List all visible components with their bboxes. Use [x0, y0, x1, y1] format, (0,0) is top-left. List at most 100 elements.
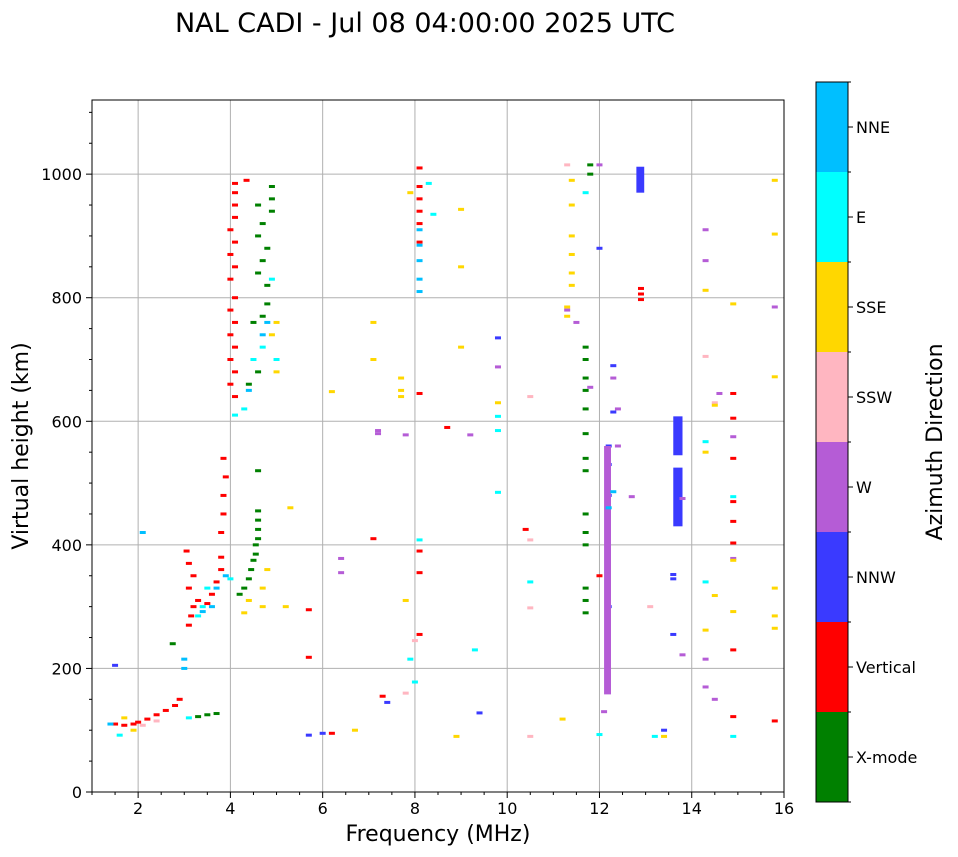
echo-sse [264, 568, 271, 572]
echo-x-mode [259, 259, 266, 263]
echo-w [375, 432, 382, 436]
echo-w [596, 163, 603, 167]
echo-vertical [176, 697, 183, 701]
echo-e [494, 414, 501, 418]
echo-e [527, 580, 534, 584]
echo-x-mode [582, 469, 589, 473]
echo-vertical [232, 296, 239, 300]
echo-sse [702, 628, 709, 632]
echo-x-mode [245, 577, 252, 581]
echo-nne [222, 574, 229, 578]
echo-sse [730, 302, 737, 306]
echo-vertical [328, 731, 335, 735]
echo-nne [199, 610, 206, 614]
data-marks [107, 163, 778, 738]
colorbar-label: X-mode [856, 748, 917, 767]
echo-vertical [637, 292, 644, 296]
y-tick-label: 600 [51, 412, 82, 431]
colorbar-segment-vertical [816, 622, 848, 712]
echo-ssw [527, 606, 534, 610]
echo-vertical [227, 382, 234, 386]
echo-w [730, 435, 737, 439]
echo-nnw [384, 700, 391, 704]
echo-vertical [227, 228, 234, 232]
echo-nnw [610, 410, 617, 414]
echo-nne [416, 277, 423, 281]
echo-vertical [204, 602, 211, 606]
echo-x-mode [582, 512, 589, 516]
echo-sse [273, 370, 280, 374]
echo-vertical [416, 240, 423, 244]
echo-vertical [416, 391, 423, 395]
echo-sse [702, 288, 709, 292]
y-tick-label: 200 [51, 659, 82, 678]
echo-e [185, 716, 192, 720]
echo-x-mode [241, 586, 248, 590]
echo-x-mode [587, 172, 594, 176]
echo-sse [245, 598, 252, 602]
colorbar-label: E [856, 208, 866, 227]
echo-vertical [730, 416, 737, 420]
echo-nnw [596, 246, 603, 250]
x-axis-ticks: 2 4 6 8 10 12 14 16 [91, 792, 794, 818]
echo-sse [711, 594, 718, 598]
echo-nne [208, 605, 215, 609]
colorbar-segment-ssw [816, 352, 848, 442]
echo-vertical [208, 592, 215, 596]
echo-x-mode [204, 713, 211, 717]
echo-x-mode [259, 222, 266, 226]
echo-ssw [647, 605, 654, 609]
echo-x-mode [582, 388, 589, 392]
echo-vertical [190, 605, 197, 609]
echo-sse [259, 586, 266, 590]
echo-w [679, 497, 686, 501]
echo-e [273, 358, 280, 361]
echo-x-mode [255, 509, 262, 513]
echo-sse [453, 734, 460, 738]
echo-sse [370, 358, 377, 361]
echo-w [467, 433, 474, 437]
echo-vertical [218, 555, 225, 559]
echo-x-mode [255, 203, 262, 207]
echo-x-mode [582, 345, 589, 349]
echo-ssw [402, 691, 409, 695]
colorbar-label: SSE [856, 298, 886, 317]
y-tick-label: 800 [51, 289, 82, 308]
echo-w [587, 385, 594, 389]
echo-x-mode [255, 234, 262, 238]
echo-sse [711, 403, 718, 407]
echo-e [730, 495, 737, 499]
echo-sse [402, 598, 409, 602]
echo-vertical [232, 395, 239, 399]
echo-x-mode [582, 531, 589, 534]
echo-e [730, 734, 737, 738]
echo-vertical [135, 720, 142, 724]
echo-x-mode [582, 611, 589, 615]
echo-sse [351, 728, 358, 732]
echo-vertical [232, 203, 239, 207]
echo-sse [328, 390, 335, 394]
y-axis-label: Virtual height (km) [9, 342, 34, 549]
echo-w [711, 697, 718, 701]
echo-w [771, 305, 778, 309]
echo-vertical [185, 561, 192, 565]
echo-vertical [232, 181, 239, 185]
echo-nnw [494, 336, 501, 340]
x-tick-label: 4 [225, 799, 235, 818]
echo-e [204, 586, 211, 590]
echo-vertical [232, 240, 239, 244]
echo-ssw [411, 639, 418, 643]
echo-sse [398, 388, 405, 392]
echo-block-nnw [673, 467, 683, 527]
echo-vertical [190, 574, 197, 578]
echo-sse [259, 605, 266, 609]
echo-w [730, 556, 737, 560]
echo-x-mode [582, 407, 589, 411]
echo-ssw [139, 723, 146, 727]
echo-vertical [172, 704, 179, 707]
echo-nnw [670, 577, 677, 581]
echo-nnw [610, 364, 617, 368]
echo-nne [610, 490, 617, 494]
echo-nne [416, 243, 423, 247]
echo-x-mode [582, 376, 589, 380]
